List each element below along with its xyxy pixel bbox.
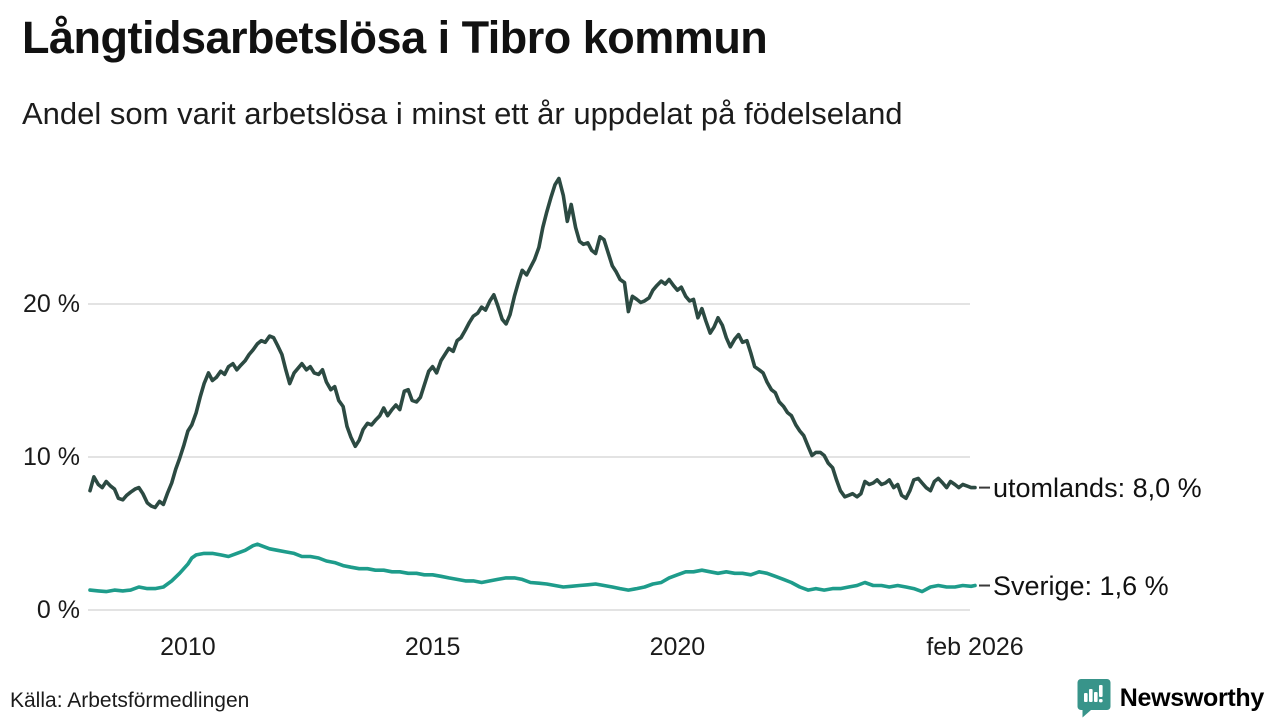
- x-tick-2020: 2020: [649, 633, 706, 661]
- series-line-utomlands: [88, 176, 977, 510]
- y-tick-20: 20 %: [23, 290, 80, 318]
- chart-subtitle: Andel som varit arbetslösa i minst ett å…: [22, 96, 903, 131]
- gridlines: [88, 303, 970, 611]
- series-line-Sverige: [88, 542, 977, 594]
- legend-label-utomlands: utomlands: 8,0 %: [993, 472, 1202, 503]
- page-title: Långtidsarbetslösa i Tibro kommun: [22, 12, 768, 63]
- newsworthy-brand-name: Newsworthy: [1119, 683, 1265, 712]
- legend-label-sverige: Sverige: 1,6 %: [993, 570, 1169, 601]
- series-lines: [88, 176, 977, 594]
- x-tick-feb-2026: feb 2026: [926, 633, 1024, 661]
- legend-tick-dashes: [979, 486, 990, 587]
- x-tick-2010: 2010: [160, 633, 216, 661]
- source-attribution: Källa: Arbetsförmedlingen: [10, 689, 250, 712]
- y-tick-0: 0 %: [36, 596, 80, 624]
- y-tick-10: 10 %: [23, 443, 80, 471]
- newsworthy-logo-icon: [1077, 679, 1111, 718]
- newsworthy-brand: Newsworthy: [1077, 678, 1264, 718]
- x-tick-2015: 2015: [404, 633, 461, 661]
